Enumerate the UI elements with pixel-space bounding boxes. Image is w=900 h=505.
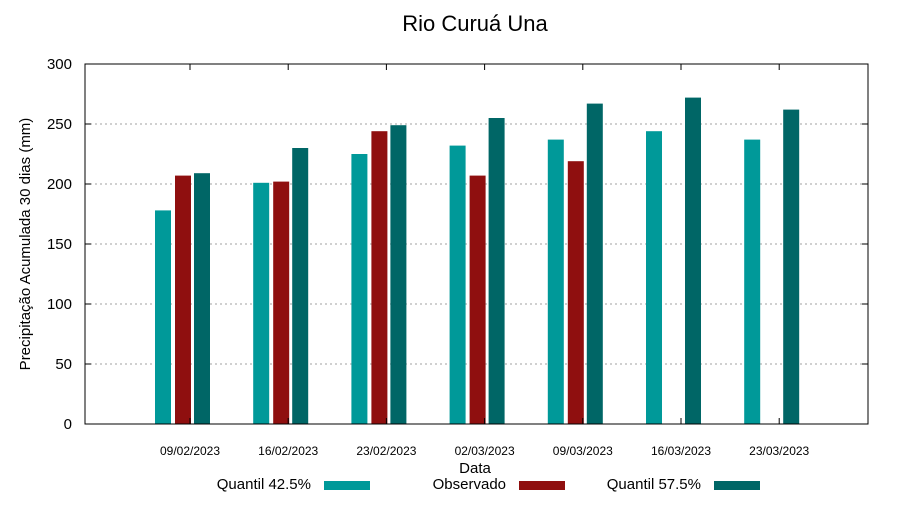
legend-label: Quantil 42.5% bbox=[217, 476, 311, 493]
y-tick-label: 200 bbox=[47, 176, 72, 193]
bar-quantil-57 bbox=[586, 103, 603, 424]
chart-title: Rio Curuá Una bbox=[402, 11, 548, 36]
x-tick-label: 23/03/2023 bbox=[749, 444, 809, 458]
y-tick-label: 300 bbox=[47, 56, 72, 73]
y-tick-label: 150 bbox=[47, 236, 72, 253]
y-axis-label: Precipitação Acumulada 30 dias (mm) bbox=[17, 118, 34, 371]
bar-quantil-42 bbox=[351, 154, 368, 424]
bar-quantil-57 bbox=[292, 148, 309, 424]
x-tick-label: 09/03/2023 bbox=[553, 444, 613, 458]
bar-quantil-57 bbox=[783, 109, 800, 424]
bar-quantil-42 bbox=[253, 182, 270, 424]
x-tick-label: 16/03/2023 bbox=[651, 444, 711, 458]
y-tick-label: 100 bbox=[47, 296, 72, 313]
bar-observado bbox=[273, 181, 290, 424]
x-tick-label: 02/03/2023 bbox=[455, 444, 515, 458]
legend-swatch bbox=[324, 481, 370, 490]
y-tick-label: 250 bbox=[47, 116, 72, 133]
legend-swatch bbox=[519, 481, 565, 490]
bar-quantil-42 bbox=[449, 145, 466, 424]
bar-quantil-42 bbox=[547, 139, 564, 424]
bar-quantil-42 bbox=[155, 210, 171, 424]
bar-quantil-42 bbox=[744, 139, 761, 424]
bar-quantil-57 bbox=[194, 173, 210, 424]
y-tick-label: 0 bbox=[64, 416, 72, 433]
bar-quantil-57 bbox=[488, 118, 505, 424]
x-tick-label: 23/02/2023 bbox=[356, 444, 416, 458]
bar-observado bbox=[469, 175, 486, 424]
x-tick-label: 09/02/2023 bbox=[160, 444, 220, 458]
bar-quantil-57 bbox=[390, 125, 407, 424]
x-tick-label: 16/02/2023 bbox=[258, 444, 318, 458]
legend-label: Quantil 57.5% bbox=[607, 476, 701, 493]
y-tick-label: 50 bbox=[55, 356, 72, 373]
bar-observado bbox=[371, 131, 388, 424]
bar-quantil-42 bbox=[646, 131, 662, 424]
bar-observado bbox=[175, 175, 191, 424]
bar-observado bbox=[567, 161, 584, 424]
legend-label: Observado bbox=[433, 476, 506, 493]
bar-quantil-57 bbox=[685, 97, 701, 424]
legend-swatch bbox=[714, 481, 760, 490]
x-axis-label: Data bbox=[459, 460, 491, 477]
